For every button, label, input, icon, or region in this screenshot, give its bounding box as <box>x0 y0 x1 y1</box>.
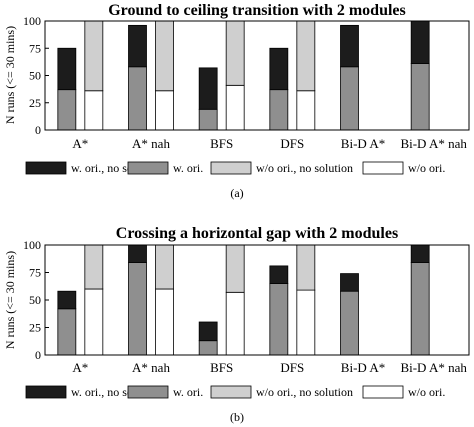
bar-w-o-ori-no-solution-1 <box>155 244 174 290</box>
y-tick-label: 100 <box>23 14 41 28</box>
x-tick-label: DFS <box>280 360 304 375</box>
x-tick-label: DFS <box>280 136 304 151</box>
bar-w-ori--3 <box>269 283 289 356</box>
y-tick-label: 75 <box>29 41 41 55</box>
y-tick-label: 50 <box>29 69 41 83</box>
bar-w-ori--5 <box>410 63 430 131</box>
bar-w-ori-no-solution-4 <box>340 24 359 68</box>
bar-w-o-ori--1 <box>155 288 174 356</box>
y-tick-label: 25 <box>29 96 41 110</box>
bar-w-o-ori--3 <box>296 90 316 131</box>
plot-frame <box>44 244 470 356</box>
bar-w-o-ori-no-solution-0 <box>84 244 104 290</box>
bar-w-ori-no-solution-0 <box>57 47 77 91</box>
plot-frame <box>44 20 470 131</box>
bar-w-ori-no-solution-5 <box>410 244 430 264</box>
legend-label: w. ori. <box>173 161 203 175</box>
figure-caption: (a) <box>230 186 243 200</box>
bar-w-ori-no-solution-3 <box>269 265 289 284</box>
legend-swatch <box>127 161 169 175</box>
y-tick-label: 50 <box>29 293 41 307</box>
legend-swatch <box>127 385 169 399</box>
bar-w-ori--2 <box>198 340 218 356</box>
bar-w-ori--0 <box>57 308 77 356</box>
bar-w-o-ori-no-solution-0 <box>84 20 104 92</box>
chart-title: Crossing a horizontal gap with 2 modules <box>116 225 398 242</box>
x-tick-label: Bi-D A* <box>341 360 385 375</box>
bar-w-o-ori--2 <box>225 291 245 356</box>
bar-w-ori--0 <box>57 89 77 131</box>
bar-w-o-ori-no-solution-2 <box>225 20 245 86</box>
bar-w-ori--3 <box>269 89 289 131</box>
legend-swatch <box>362 385 404 399</box>
y-tick-label: 0 <box>35 348 41 362</box>
y-axis-label: N runs (<= 30 mins) <box>3 26 17 124</box>
bar-w-ori-no-solution-2 <box>198 321 218 342</box>
chart-panel-b: Crossing a horizontal gap with 2 modules… <box>3 225 470 424</box>
bar-w-o-ori--1 <box>155 90 174 131</box>
bar-w-o-ori-no-solution-3 <box>296 244 316 291</box>
legend-label: w. ori. <box>173 385 203 399</box>
x-tick-label: BFS <box>210 136 233 151</box>
legend-swatch <box>210 161 252 175</box>
bar-w-ori-no-solution-5 <box>410 20 430 64</box>
bar-w-o-ori--0 <box>84 90 104 131</box>
chart-panel-a: Ground to ceiling transition with 2 modu… <box>3 2 470 200</box>
bar-w-ori-no-solution-4 <box>340 273 359 292</box>
bar-w-ori--4 <box>340 66 359 131</box>
bar-w-o-ori-no-solution-2 <box>225 244 245 293</box>
bar-w-o-ori--2 <box>225 84 245 131</box>
y-tick-label: 25 <box>29 321 41 335</box>
bar-w-ori-no-solution-2 <box>198 67 218 110</box>
bar-w-o-ori--0 <box>84 288 104 356</box>
bar-w-o-ori-no-solution-1 <box>155 20 174 92</box>
x-tick-label: BFS <box>210 360 233 375</box>
bar-w-ori--1 <box>128 262 147 356</box>
bar-w-ori-no-solution-3 <box>269 47 289 91</box>
y-tick-label: 75 <box>29 266 41 280</box>
bar-w-o-ori--3 <box>296 289 316 356</box>
figure-caption: (b) <box>230 410 244 424</box>
bar-w-ori--2 <box>198 108 218 131</box>
legend-label: w/o ori., no solution <box>256 385 353 399</box>
bar-w-ori--1 <box>128 66 147 131</box>
bar-w-o-ori-no-solution-3 <box>296 20 316 92</box>
y-tick-label: 100 <box>23 238 41 252</box>
bar-w-ori-no-solution-1 <box>128 24 147 68</box>
legend-swatch <box>362 161 404 175</box>
legend-label: w/o ori. <box>408 385 445 399</box>
y-axis-label: N runs (<= 30 mins) <box>3 251 17 349</box>
x-tick-label: Bi-D A* <box>341 136 385 151</box>
x-tick-label: Bi-D A* nah <box>400 360 467 375</box>
bar-w-ori--5 <box>410 262 430 356</box>
legend-label: w/o ori. <box>408 161 445 175</box>
bar-w-ori-no-solution-1 <box>128 244 147 264</box>
bar-w-ori--4 <box>340 290 359 356</box>
legend-swatch <box>210 385 252 399</box>
chart-title: Ground to ceiling transition with 2 modu… <box>108 2 406 19</box>
bar-w-ori-no-solution-0 <box>57 290 77 310</box>
x-tick-label: A* <box>72 136 88 151</box>
y-tick-label: 0 <box>35 123 41 137</box>
legend-swatch <box>25 161 67 175</box>
x-tick-label: A* nah <box>132 136 170 151</box>
x-tick-label: A* nah <box>132 360 170 375</box>
legend-swatch <box>25 385 67 399</box>
x-tick-label: A* <box>72 360 88 375</box>
x-tick-label: Bi-D A* nah <box>400 136 467 151</box>
legend-label: w/o ori., no solution <box>256 161 353 175</box>
